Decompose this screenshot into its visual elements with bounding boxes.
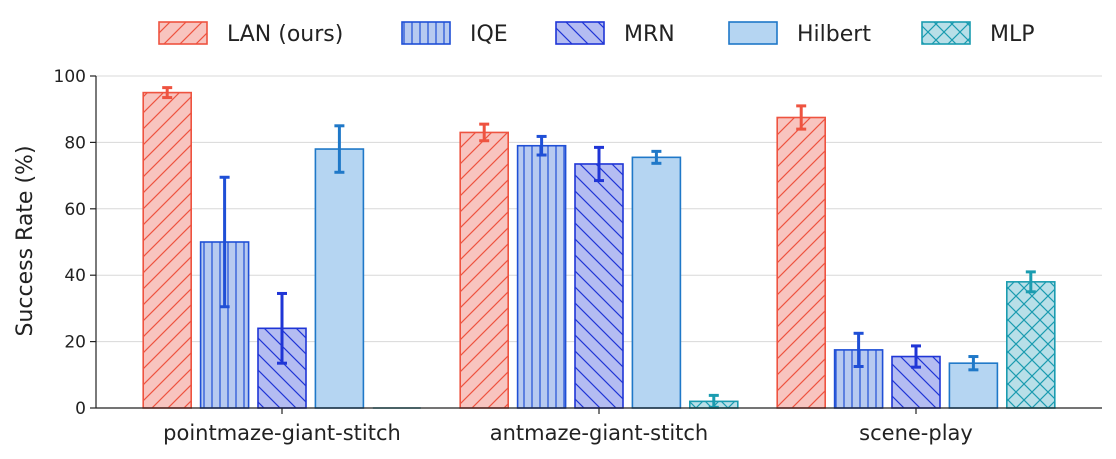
axes: 0 20 40 60 80 100 pointmaze-giant-stitch antmaz… xyxy=(54,67,1102,445)
bar-mlp-scene-play xyxy=(1005,281,1056,409)
error-bar xyxy=(911,344,921,369)
y-axis-label: Success Rate (%) xyxy=(13,145,38,336)
error-bar xyxy=(796,104,807,131)
legend-item: IQE xyxy=(401,21,508,47)
error-bar xyxy=(219,175,230,309)
y-tick-label: 60 xyxy=(64,200,86,220)
x-tick-label: pointmaze-giant-stitch xyxy=(163,421,401,445)
y-tick-label: 80 xyxy=(64,133,86,153)
x-tick-label: scene-play xyxy=(859,421,973,445)
error-bars xyxy=(162,86,1036,409)
error-bar xyxy=(162,86,173,100)
legend: LAN (ours) IQE MRN Hilbert MLP xyxy=(158,21,1035,47)
error-bar xyxy=(853,331,864,368)
error-bar xyxy=(1025,270,1036,294)
error-bar xyxy=(651,149,662,165)
bar-iqe-antmaze-giant-stitch xyxy=(516,144,567,409)
error-bar xyxy=(968,355,979,372)
legend-label: MRN xyxy=(624,22,675,47)
bar-mrn-pointmaze-giant-stitch xyxy=(257,327,307,409)
y-tick-label: 20 xyxy=(64,333,86,353)
legend-label: MLP xyxy=(990,22,1035,47)
y-tick-label: 0 xyxy=(75,399,86,419)
bar-hilbert-antmaze-giant-stitch xyxy=(631,156,682,409)
error-bar xyxy=(708,393,719,409)
legend-label: IQE xyxy=(470,22,508,47)
legend-item: Hilbert xyxy=(728,21,871,47)
legend-label: LAN (ours) xyxy=(227,22,343,47)
error-bar xyxy=(479,122,490,143)
legend-item: MRN xyxy=(555,21,675,47)
error-bar xyxy=(334,124,345,174)
error-bar xyxy=(594,145,604,183)
bars xyxy=(142,91,1056,409)
error-bar xyxy=(277,291,287,365)
legend-item: MLP xyxy=(921,21,1035,47)
x-tick-label: antmaze-giant-stitch xyxy=(490,421,709,445)
y-tick-label: 40 xyxy=(64,266,86,286)
error-bar xyxy=(536,134,547,157)
bar-mrn-antmaze-giant-stitch xyxy=(574,163,624,409)
legend-label: Hilbert xyxy=(797,22,871,47)
y-tick-label: 100 xyxy=(54,67,86,87)
bar-lan-ours--scene-play xyxy=(776,116,827,409)
legend-item: LAN (ours) xyxy=(158,21,343,47)
bar-lan-ours--antmaze-giant-stitch xyxy=(459,131,510,409)
bar-lan-ours--pointmaze-giant-stitch xyxy=(142,91,192,409)
bar-hilbert-pointmaze-giant-stitch xyxy=(314,148,365,409)
